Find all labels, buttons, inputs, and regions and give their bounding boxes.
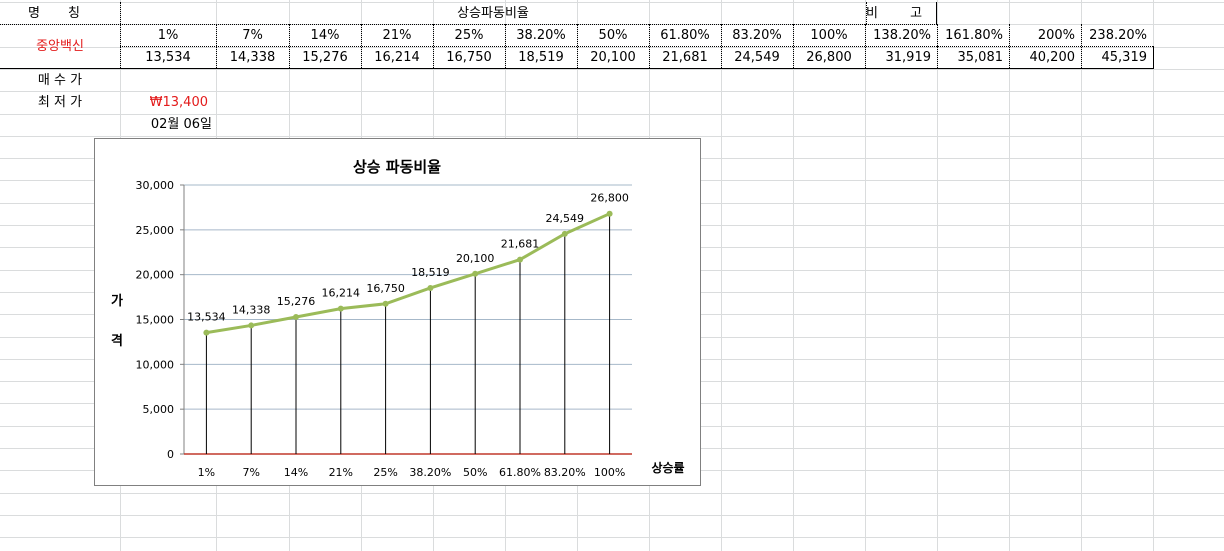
percent-header-cell[interactable]: 1% <box>157 28 179 43</box>
x-tick-label: 83.20% <box>544 466 586 479</box>
y-tick-label: 10,000 <box>136 358 175 371</box>
buy-price-label[interactable]: 매 수 가 <box>37 73 83 88</box>
data-point <box>561 230 568 237</box>
x-tick-label: 100% <box>594 466 625 479</box>
cell-border <box>866 2 867 24</box>
data-point <box>606 210 613 217</box>
percent-header-cell[interactable]: 14% <box>310 28 340 43</box>
cell-border <box>120 46 1153 47</box>
x-tick-label: 14% <box>284 466 308 479</box>
price-value-cell[interactable]: 15,276 <box>302 50 348 65</box>
header-name-label[interactable]: 명 칭 <box>27 6 93 21</box>
cell-border <box>721 24 722 68</box>
x-tick-label: 38.20% <box>409 466 451 479</box>
percent-header-cell[interactable]: 25% <box>454 28 484 43</box>
data-label: 26,800 <box>590 192 629 205</box>
series-line <box>206 212 611 335</box>
y-tick-label: 15,000 <box>136 314 175 327</box>
price-value-cell[interactable]: 26,800 <box>806 50 852 65</box>
price-value-cell[interactable]: 45,319 <box>1101 50 1148 65</box>
cell-border <box>577 24 578 68</box>
price-value-cell[interactable]: 16,750 <box>446 50 492 65</box>
cell-border <box>793 24 794 68</box>
y-tick-label: 30,000 <box>136 179 175 192</box>
percent-header-cell[interactable]: 83.20% <box>732 28 782 43</box>
price-value-cell[interactable]: 16,214 <box>374 50 420 65</box>
x-tick-label: 7% <box>242 466 259 479</box>
data-point <box>337 305 344 312</box>
percent-header-cell[interactable]: 238.20% <box>1089 28 1147 43</box>
percent-header-cell[interactable]: 50% <box>598 28 628 43</box>
data-point <box>427 284 434 291</box>
cell-border <box>0 68 1154 69</box>
cell-border <box>120 2 121 68</box>
percent-header-cell[interactable]: 138.20% <box>873 28 931 43</box>
cell-border <box>216 24 217 68</box>
data-label: 16,750 <box>366 282 405 295</box>
price-value-cell[interactable]: 13,534 <box>145 50 191 65</box>
data-label: 20,100 <box>456 252 495 265</box>
x-axis-label: 상승률 <box>651 460 684 475</box>
data-point <box>248 322 255 329</box>
cell-border <box>649 24 650 68</box>
cell-border <box>936 2 937 24</box>
cell-border <box>865 24 866 68</box>
chart-container[interactable]: 상승 파동비율 0 5,000 10,000 15,000 20,000 25,000 30,… <box>94 138 701 486</box>
price-value-cell[interactable]: 35,081 <box>957 50 1004 65</box>
y-tick-label: 20,000 <box>136 269 175 282</box>
header-remark-label[interactable]: 비 고 <box>866 6 937 21</box>
price-value-cell[interactable]: 31,919 <box>885 50 932 65</box>
percent-header-cell[interactable]: 21% <box>382 28 412 43</box>
y-axis-label: 가 <box>111 294 123 309</box>
price-value-cell[interactable]: 20,100 <box>590 50 636 65</box>
y-tick-label: 25,000 <box>136 224 175 237</box>
line-chart: 상승 파동비율 0 5,000 10,000 15,000 20,000 25,000 30,… <box>111 158 685 479</box>
cell-border <box>433 24 434 68</box>
x-tick-label: 61.80% <box>499 466 541 479</box>
percent-header-cell[interactable]: 61.80% <box>660 28 710 43</box>
date-value[interactable]: 02월 06일 <box>150 117 212 132</box>
low-price-label[interactable]: 최 저 가 <box>37 95 83 110</box>
data-point <box>382 300 389 307</box>
data-label: 16,214 <box>322 287 361 300</box>
x-tick-label: 25% <box>373 466 397 479</box>
y-tick-label: 0 <box>167 448 174 461</box>
cell-border <box>361 24 362 68</box>
x-tick-label: 21% <box>329 466 353 479</box>
header-ratio-label[interactable]: 상승파동비율 <box>457 6 529 21</box>
x-tick-label: 50% <box>463 466 487 479</box>
cell-border <box>0 24 937 25</box>
price-value-cell[interactable]: 21,681 <box>662 50 708 65</box>
percent-header-cell[interactable]: 38.20% <box>516 28 566 43</box>
data-point <box>472 270 479 277</box>
price-value-cell[interactable]: 14,338 <box>229 50 276 65</box>
low-price-value[interactable]: ₩13,400 <box>149 95 208 110</box>
data-label: 18,519 <box>411 266 450 279</box>
price-value-cell[interactable]: 24,549 <box>734 50 780 65</box>
cell-border <box>1153 46 1154 68</box>
chart-title: 상승 파동비율 <box>353 158 441 176</box>
x-tick-label: 1% <box>198 466 215 479</box>
cell-border <box>289 24 290 68</box>
data-point <box>203 329 210 336</box>
data-label: 15,276 <box>277 295 316 308</box>
cell-border <box>505 24 506 68</box>
data-point <box>517 256 523 263</box>
data-label: 24,549 <box>546 212 585 225</box>
percent-header-cell[interactable]: 200% <box>1037 28 1075 43</box>
percent-header-cell[interactable]: 7% <box>242 28 263 43</box>
percent-header-cell[interactable]: 161.80% <box>945 28 1003 43</box>
cell-border <box>937 46 1153 47</box>
data-point <box>293 314 299 321</box>
data-label: 13,534 <box>187 311 226 324</box>
price-value-cell[interactable]: 18,519 <box>518 50 564 65</box>
data-label: 21,681 <box>501 238 540 251</box>
percent-header-cell[interactable]: 100% <box>810 28 848 43</box>
y-axis-label: 격 <box>111 334 123 349</box>
data-label: 14,338 <box>232 303 271 316</box>
stock-name-cell[interactable]: 중앙백신 <box>36 39 84 54</box>
price-value-cell[interactable]: 40,200 <box>1029 50 1076 65</box>
y-tick-label: 5,000 <box>143 403 175 416</box>
